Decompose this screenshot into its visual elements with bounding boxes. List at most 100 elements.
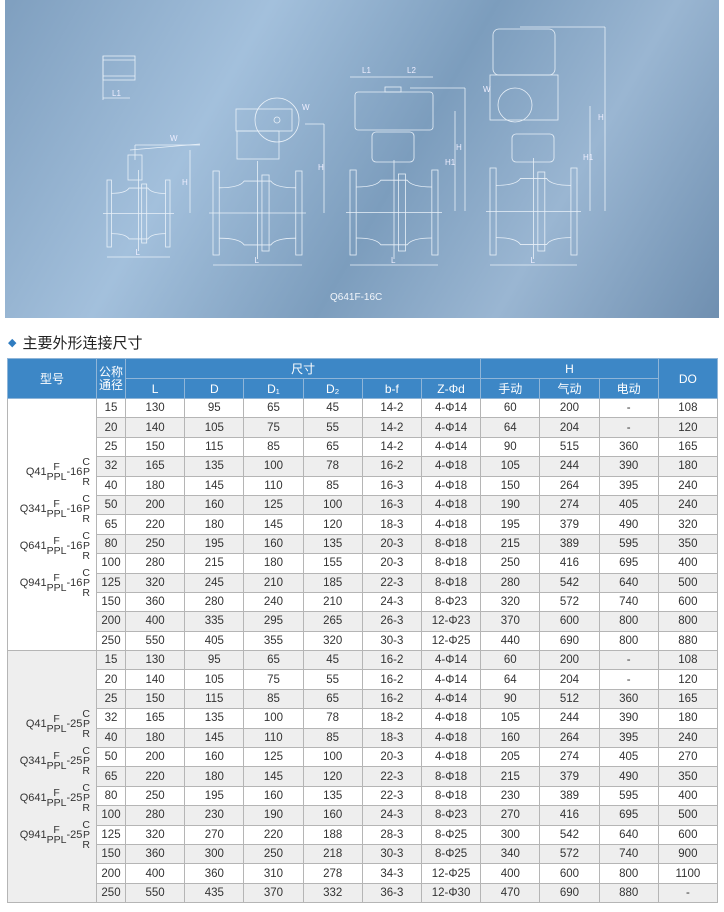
- table-row: 50 200 160 125 100 16-3 4-Φ18 190 274 405 240: [8, 494, 718, 516]
- table-cell: 379: [539, 514, 600, 535]
- table-cell: 64: [480, 669, 541, 690]
- table-cell: 140: [124, 417, 186, 438]
- table-cell: 65: [96, 514, 126, 535]
- table-cell: 278: [302, 863, 363, 884]
- table-cell: 12-Φ23: [420, 611, 482, 632]
- table-cell: -: [598, 397, 659, 419]
- table-cell: 740: [598, 591, 659, 613]
- table-cell: 204: [539, 669, 600, 690]
- table-cell: 370: [480, 611, 541, 632]
- table-cell: 150: [124, 688, 186, 710]
- table-cell: -: [598, 669, 659, 690]
- table-cell: 165: [657, 688, 718, 710]
- table-cell: 572: [539, 843, 600, 865]
- table-cell: 120: [302, 514, 363, 535]
- table-cell: 440: [480, 630, 541, 652]
- table-row: 250 550 405 355 320 30-3 12-Φ25 440 690 800 880: [8, 630, 718, 652]
- table-cell: 880: [657, 630, 718, 652]
- table-row: 50 200 160 125 100 20-3 4-Φ18 205 274 405 270: [8, 747, 718, 768]
- table-cell: 180: [657, 708, 718, 729]
- table-cell: 8-Φ25: [420, 843, 482, 865]
- header-h: H: [480, 358, 659, 379]
- table-cell: 8-Φ23: [420, 805, 482, 826]
- table-cell: 16-2: [361, 456, 422, 477]
- table-row: 250 550 435 370 332 36-3 12-Φ30 470 690 880-: [8, 882, 718, 904]
- table-cell: 204: [539, 417, 600, 438]
- table-cell: 240: [657, 475, 718, 496]
- model-designation: Q941 F PPL -16 C P R: [19, 567, 90, 600]
- table-cell: 250: [96, 882, 126, 904]
- table-cell: 180: [124, 475, 186, 496]
- table-row: 125 320 270 220 188 28-3 8-Φ25 300 542 640 600: [8, 824, 718, 845]
- table-cell: 360: [124, 591, 186, 613]
- table-cell: 100: [243, 456, 304, 477]
- table-cell: 215: [480, 533, 541, 555]
- model-designation: Q41 F PPL -16 C P R: [25, 456, 90, 489]
- subheader-h: 电动: [598, 378, 659, 399]
- table-cell: 274: [539, 494, 600, 516]
- table-cell: 150: [124, 436, 186, 458]
- table-row: Q41 F PPL -16 C P R Q341 F PPL -16 C P R Q641 F PPL -16 C P…: [7, 397, 718, 652]
- table-cell: 8-Φ18: [420, 553, 482, 574]
- table-cell: 85: [302, 727, 363, 749]
- table-cell: 600: [539, 611, 600, 632]
- table-cell: 16-3: [361, 475, 422, 496]
- table-cell: 145: [184, 727, 245, 749]
- table-cell: 800: [598, 611, 659, 632]
- table-cell: 200: [539, 397, 600, 419]
- table-cell: 90: [480, 688, 541, 710]
- table-cell: 16-2: [361, 669, 422, 690]
- table-cell: 695: [598, 805, 659, 826]
- table-cell: 135: [302, 785, 363, 807]
- table-cell: 16-3: [361, 494, 422, 516]
- table-cell: 215: [480, 766, 541, 787]
- table-cell: 8-Φ18: [420, 766, 482, 787]
- table-cell: 264: [539, 727, 600, 749]
- table-cell: 165: [124, 456, 186, 477]
- table-cell: 695: [598, 553, 659, 574]
- model-designation: Q641 F PPL -16 C P R: [19, 530, 90, 563]
- subheader-size: D₂: [302, 378, 363, 399]
- table-cell: 100: [96, 553, 126, 574]
- table-cell: 20: [96, 669, 126, 690]
- dim-label-l1b: L1: [362, 66, 371, 75]
- table-cell: 12-Φ25: [420, 863, 482, 884]
- diamond-bullet-icon: ◆: [8, 337, 17, 349]
- table-cell: 108: [657, 650, 718, 671]
- table-cell: 22-3: [361, 766, 422, 787]
- table-cell: 34-3: [361, 863, 422, 884]
- valve-drawing-1: L: [103, 170, 174, 258]
- model-designation: Q641 F PPL -25 C P R: [19, 782, 90, 815]
- dim-label-l1: L1: [112, 89, 121, 98]
- table-cell: 145: [184, 475, 245, 496]
- table-cell: 800: [657, 611, 718, 632]
- table-cell: 435: [184, 882, 245, 904]
- svg-text:L: L: [255, 256, 260, 265]
- table-cell: 220: [243, 824, 304, 845]
- table-cell: 188: [302, 824, 363, 845]
- table-cell: 40: [96, 727, 126, 749]
- table-cell: 200: [124, 747, 186, 768]
- diagram-caption: Q641F-16C: [330, 292, 382, 303]
- table-cell: 340: [480, 843, 541, 865]
- table-cell: 360: [598, 436, 659, 458]
- table-cell: 20-3: [361, 553, 422, 574]
- table-cell: 65: [96, 766, 126, 787]
- table-cell: 40: [96, 475, 126, 496]
- svg-text:L: L: [136, 248, 141, 257]
- table-cell: 115: [184, 436, 245, 458]
- table-cell: 64: [480, 417, 541, 438]
- table-cell: 800: [598, 630, 659, 652]
- table-row: 32 165 135 100 78 16-2 4-Φ18 105 244 390 180: [8, 456, 718, 477]
- table-row: Q41 F PPL -25 C P R Q341 F PPL -25 C P R Q641 F PPL -25 C P…: [7, 650, 718, 904]
- table-cell: 218: [302, 843, 363, 865]
- table-cell: 18-3: [361, 514, 422, 535]
- table-cell: 195: [184, 785, 245, 807]
- table-cell: 180: [124, 727, 186, 749]
- table-row: 25 150 115 85 65 14-2 4-Φ14 90 515 360 165: [8, 436, 718, 458]
- table-cell: 320: [480, 591, 541, 613]
- table-cell: 400: [657, 553, 718, 574]
- table-cell: 120: [657, 669, 718, 690]
- table-cell: 105: [480, 456, 541, 477]
- table-cell: 100: [302, 494, 363, 516]
